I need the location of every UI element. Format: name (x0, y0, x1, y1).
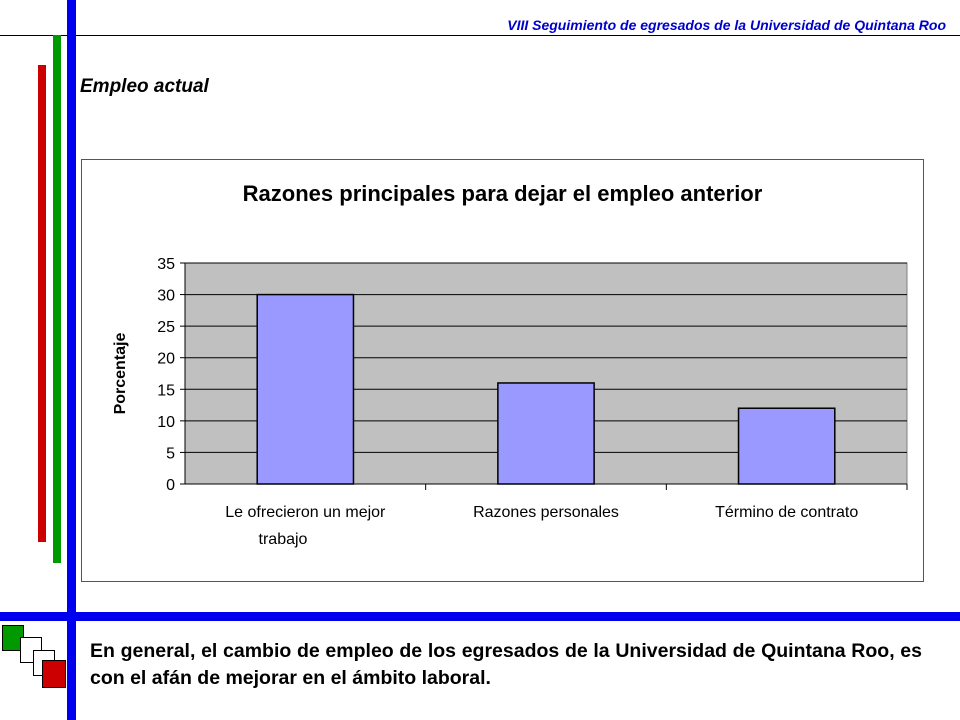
bar (737, 407, 836, 485)
decorative-blue-vertical-bar (67, 0, 76, 720)
x-tick-label: Término de contrato (715, 504, 858, 521)
y-tick-label: 0 (166, 477, 175, 494)
decorative-red-square (42, 660, 66, 688)
y-tick-label: 5 (166, 445, 175, 462)
y-tick-label: 10 (157, 414, 175, 431)
conclusion-text: En general, el cambio de empleo de los e… (90, 640, 922, 689)
y-tick-label: 30 (157, 288, 175, 305)
section-heading: Empleo actual (80, 76, 209, 97)
x-tick-label: trabajo (259, 531, 308, 548)
y-tick-label: 35 (157, 256, 175, 273)
header-rule (0, 35, 960, 36)
x-tick-label: Razones personales (473, 504, 619, 521)
y-tick-label: 20 (157, 351, 175, 368)
page-header-title: VIII Seguimiento de egresados de la Univ… (507, 17, 946, 33)
y-tick-label: 15 (157, 382, 175, 399)
chart-title: Razones principales para dejar el empleo… (243, 181, 763, 206)
decorative-blue-horizontal-bar (0, 612, 960, 621)
decorative-red-bar (38, 65, 46, 542)
x-tick-label: Le ofrecieron un mejor (225, 504, 386, 521)
y-tick-label: 25 (157, 319, 175, 336)
bar (497, 382, 595, 485)
bar-chart: Razones principales para dejar el empleo… (112, 181, 908, 548)
bar (256, 293, 355, 485)
y-axis-label: Porcentaje (112, 332, 129, 414)
decorative-green-bar (53, 35, 61, 563)
